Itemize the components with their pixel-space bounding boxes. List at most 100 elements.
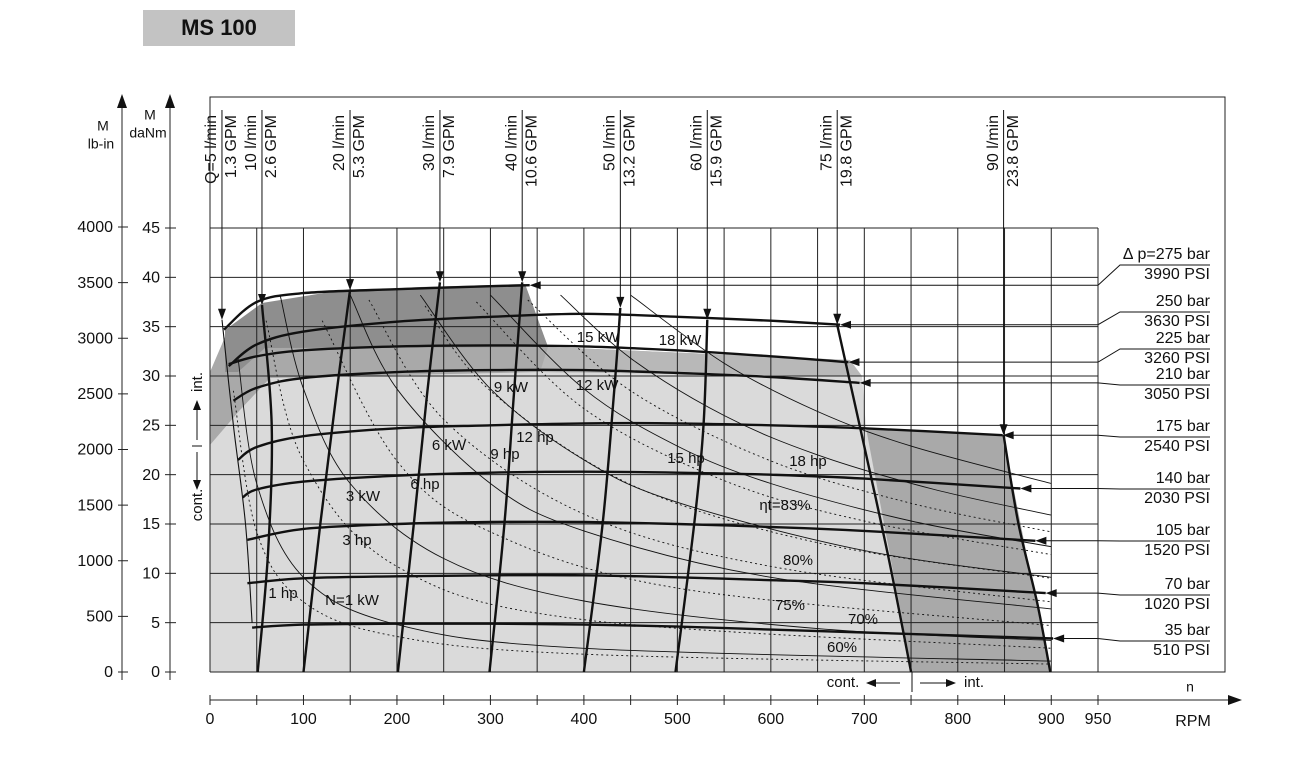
leader-arrow: [435, 271, 444, 283]
flow-gpm-label: 7.9 GPM: [441, 115, 458, 178]
x-axis-title: RPM: [1175, 713, 1211, 730]
power-label: N=1 kW: [325, 592, 380, 609]
power-curve: [349, 294, 1052, 610]
leader-arrow: [346, 279, 355, 291]
y-axis-arrow: [165, 94, 175, 108]
pressure-curve: [247, 573, 1046, 595]
flow-gpm-label: 13.2 GPM: [622, 115, 639, 187]
efficiency-label: 60%: [827, 639, 857, 656]
flow-label: 60 l/min: [688, 115, 705, 171]
x-axis-arrow: [1228, 695, 1242, 705]
flow-label: 90 l/min: [985, 115, 1002, 171]
efficiency-label: 75%: [775, 597, 805, 614]
x-tick-label: 900: [1038, 711, 1065, 728]
pressure-label: 140 bar: [1156, 470, 1211, 487]
y2-axis-title: M: [97, 118, 109, 134]
y2-tick-label: 4000: [77, 219, 113, 236]
leader-arrow: [1002, 431, 1014, 440]
leader-line: [848, 311, 1210, 326]
region-label: cont.: [827, 674, 860, 691]
power-curve: [265, 320, 1052, 649]
flow-label: 75 l/min: [818, 115, 835, 171]
y-tick-label: 30: [142, 368, 160, 385]
leader-arrow: [848, 358, 860, 367]
leader-arrow: [529, 281, 541, 290]
y-tick-label: 20: [142, 467, 160, 484]
leader-line: [537, 264, 1210, 286]
x-tick-label: 600: [757, 711, 784, 728]
leader-arrow: [999, 424, 1008, 436]
power-label: 6 kW: [432, 437, 467, 454]
pressure-psi-label: 3260 PSI: [1144, 350, 1210, 367]
labels: 0 100 200 300 400 500 600 700 800 900 950051015202…: [77, 110, 1211, 728]
y2-tick-label: 3000: [77, 330, 113, 347]
power-curve: [560, 294, 1052, 516]
y2-tick-label: 500: [86, 609, 113, 626]
power-label: 18 hp: [789, 453, 827, 470]
pressure-psi-label: 3050 PSI: [1144, 386, 1210, 403]
pressure-label: 210 bar: [1156, 366, 1211, 383]
leader-arrow: [840, 320, 852, 329]
leader-arrow: [1053, 634, 1065, 643]
power-curve: [419, 294, 1052, 578]
region-label: cont.: [189, 489, 206, 522]
region-label: int.: [964, 674, 984, 691]
y-tick-label: 10: [142, 566, 160, 583]
power-label: 15 kW: [577, 329, 620, 346]
chart-title: MS 100: [181, 15, 257, 40]
x-axis-symbol: n: [1186, 679, 1194, 695]
leader-arrow: [257, 293, 266, 305]
power-curve: [630, 294, 1052, 484]
x-tick-label: 200: [384, 711, 411, 728]
power-label: 12 hp: [516, 429, 554, 446]
flow-label: 40 l/min: [503, 115, 520, 171]
power-label: 18 kW: [659, 332, 702, 349]
plot-frame: [209, 96, 1226, 673]
y2-axis-unit: lb-in: [88, 136, 114, 152]
region-label: int.: [189, 372, 206, 392]
title-box: [143, 10, 295, 46]
flow-label: 20 l/min: [331, 115, 348, 171]
leader-arrow: [616, 296, 625, 308]
power-curve: [368, 299, 1052, 603]
pressure-label: 225 bar: [1156, 330, 1211, 347]
peak-region: [225, 284, 548, 372]
leader-line: [1053, 592, 1210, 596]
flow-gpm-label: 5.3 GPM: [351, 115, 368, 178]
flow-gpm-label: 23.8 GPM: [1005, 115, 1022, 187]
flow-curve: [396, 282, 442, 672]
power-curve: [279, 294, 1052, 641]
y-tick-label: 40: [142, 270, 160, 287]
pressure-psi-label: 1020 PSI: [1144, 596, 1210, 613]
pressure-psi-label: 2030 PSI: [1144, 490, 1210, 507]
leader-line: [1028, 487, 1210, 490]
pressure-curve: [242, 470, 1021, 499]
pressure-curve: [232, 368, 860, 402]
leader-arrow: [1020, 484, 1032, 493]
power-label: 9 kW: [494, 379, 529, 396]
leader-arrow: [859, 378, 871, 387]
power-curve: [490, 294, 1052, 548]
power-curve: [321, 320, 1052, 627]
flow-label: 10 l/min: [243, 115, 260, 171]
y-axis-title: M: [144, 107, 156, 123]
region-arrow-head: [193, 480, 201, 490]
power-label: 9 hp: [490, 446, 519, 463]
y-tick-label: 5: [151, 615, 160, 632]
leader-line: [856, 348, 1210, 363]
x-tick-label: 400: [571, 711, 598, 728]
flow-label: 30 l/min: [421, 115, 438, 171]
efficiency-label: 70%: [848, 611, 878, 628]
flow-gpm-label: 10.6 GPM: [523, 115, 540, 187]
y2-tick-label: 0: [104, 664, 113, 681]
pressure-psi-label: 2540 PSI: [1144, 438, 1210, 455]
region-arrow-head: [866, 679, 876, 687]
power-label: 6 hp: [410, 476, 439, 493]
y-tick-label: 45: [142, 220, 160, 237]
y2-tick-label: 2000: [77, 442, 113, 459]
efficiency-label: 80%: [783, 552, 813, 569]
leader-arrow: [703, 308, 712, 320]
pressure-label: 105 bar: [1156, 522, 1211, 539]
